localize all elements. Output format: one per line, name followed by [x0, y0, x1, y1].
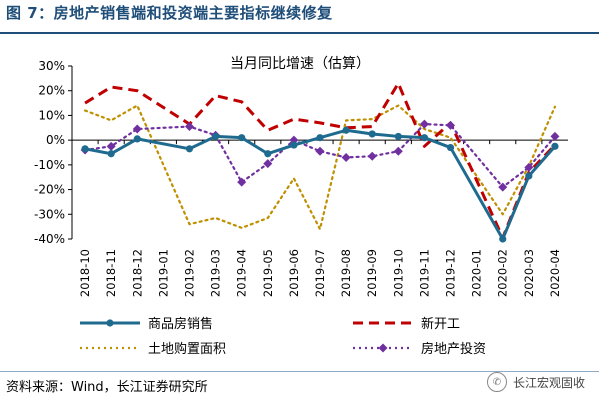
x-tick-label: 2019-10 [391, 249, 405, 297]
figure-title: 图 7：房地产销售端和投资端主要指标继续修复 [6, 4, 333, 22]
data-point [81, 145, 89, 153]
legend-entry: 土地购置面积 [80, 341, 226, 357]
legend-entry: 房地产投资 [353, 341, 486, 357]
x-tick-label: 2019-06 [287, 249, 301, 297]
data-point [341, 152, 351, 162]
y-tick-label: 20% [38, 84, 65, 98]
data-point [132, 124, 142, 134]
wechat-logo-icon: ✆ [486, 372, 507, 392]
source-note: 资料来源：Wind，长江证券研究所 [6, 380, 208, 395]
y-tick-label: -40% [34, 232, 65, 246]
data-point [368, 130, 376, 138]
series-1 [81, 126, 559, 243]
data-point [107, 150, 115, 158]
x-tick-label: 2019-03 [209, 249, 223, 297]
data-point [185, 145, 194, 153]
series-4 [80, 119, 560, 192]
data-point [184, 122, 194, 132]
series-line [83, 122, 557, 189]
data-point [316, 134, 324, 142]
x-tick-label: 2020-01 [470, 249, 484, 297]
data-point [524, 162, 534, 172]
data-point [446, 143, 455, 152]
x-tick-label: 2019-12 [444, 249, 458, 297]
x-tick-label: 2019-08 [339, 249, 353, 297]
data-point [133, 135, 141, 143]
x-tick-label: 2019-04 [235, 249, 249, 297]
y-tick-label: 10% [38, 108, 65, 122]
y-tick-label: -20% [34, 183, 65, 197]
x-tick-label: 2020-04 [548, 249, 562, 297]
x-tick-label: 2019-01 [156, 249, 170, 297]
data-point [525, 172, 533, 180]
data-point [367, 151, 377, 161]
data-point [211, 132, 220, 141]
chart-title: 当月同比增速（估算） [230, 56, 370, 72]
series-line [84, 81, 557, 240]
legend-entry: 商品房销售 [80, 316, 213, 332]
watermark-text: 长江宏观固收 [512, 375, 585, 390]
data-point [315, 146, 325, 156]
data-point [420, 134, 429, 142]
x-tick-label: 2020-02 [496, 249, 510, 297]
x-tick-label: 2020-03 [522, 249, 536, 297]
x-tick-label: 2018-10 [78, 249, 92, 297]
x-tick-label: 2019-05 [261, 249, 275, 297]
legend-label: 土地购置面积 [148, 341, 226, 357]
y-tick-label: -30% [34, 207, 65, 221]
data-point [264, 150, 272, 158]
bottom-rule [0, 371, 599, 372]
y-tick-label: 30% [38, 59, 65, 73]
legend-label: 房地产投资 [421, 341, 486, 357]
data-point [263, 159, 273, 169]
x-tick-label: 2018-11 [104, 249, 118, 297]
data-point [393, 146, 403, 156]
y-tick-label: -10% [34, 158, 65, 172]
data-point [290, 141, 298, 149]
legend-entry: 新开工 [353, 316, 460, 332]
y-tick-label: 0% [46, 133, 65, 147]
data-point [237, 177, 247, 187]
x-tick-label: 2019-11 [417, 249, 431, 297]
legend-label: 新开工 [421, 316, 460, 332]
data-point [446, 120, 456, 130]
x-tick-label: 2018-12 [130, 249, 144, 297]
series-2 [84, 81, 557, 240]
chart: 当月同比增速（估算） 30% 20% 10% 0% -10% -20% -30% -40% 20… [34, 56, 568, 357]
data-point [550, 131, 560, 141]
data-point [419, 119, 429, 129]
title-rule [0, 32, 599, 34]
data-point [342, 126, 350, 134]
legend-marker [106, 319, 114, 327]
data-point [238, 134, 246, 142]
data-point [106, 141, 116, 151]
data-point [499, 235, 507, 243]
watermark: ✆ 长江宏观固收 [486, 372, 585, 392]
legend-marker [378, 343, 388, 353]
legend-label: 商品房销售 [148, 316, 213, 332]
plot-area: 30% 20% 10% 0% -10% -20% -30% -40% 2018-10 2018-1… [34, 59, 568, 297]
data-point [394, 132, 402, 141]
x-tick-label: 2019-07 [313, 249, 327, 297]
data-point [551, 142, 559, 150]
x-tick-label: 2019-02 [182, 249, 196, 297]
data-point [498, 182, 508, 192]
x-tick-label: 2019-09 [365, 249, 379, 297]
